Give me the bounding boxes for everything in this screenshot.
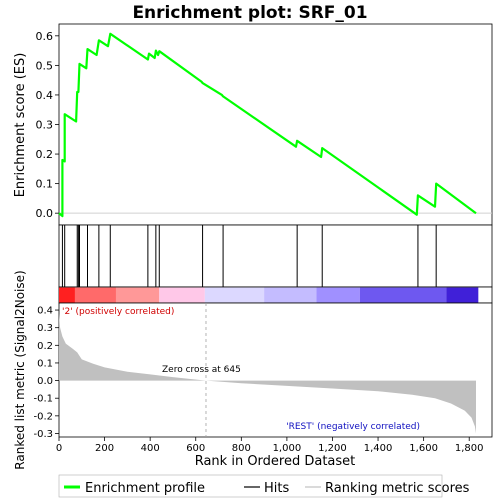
ranking-metric-area [59, 313, 476, 434]
negative-correlation-label: 'REST' (negatively correlated) [286, 422, 420, 432]
metric-y-tick-label: -0.3 [33, 429, 53, 440]
gradient-segment [446, 287, 479, 303]
metric-y-tick-label: 0.3 [37, 323, 53, 334]
chart-title: Enrichment plot: SRF_01 [132, 3, 367, 23]
x-tick-label: 1,400 [364, 443, 393, 454]
x-tick-label: 1,000 [273, 443, 302, 454]
x-tick-label: 600 [186, 443, 205, 454]
gradient-segment [316, 287, 360, 303]
es-y-tick-label: 0.1 [36, 178, 54, 191]
legend-hits-label: Hits [264, 481, 289, 496]
es-y-tick-label: 0.0 [36, 207, 54, 220]
es-y-tick-label: 0.5 [36, 59, 54, 72]
x-tick-label: 1,200 [318, 443, 347, 454]
x-tick-label: 0 [56, 443, 62, 454]
metric-y-tick-label: -0.2 [33, 411, 53, 422]
x-axis: 0 200 400 600 800 1,000 1,200 1,400 1,600 1,800 [56, 437, 484, 454]
legend-enrichment-label: Enrichment profile [85, 481, 205, 496]
hits-frame [58, 224, 493, 288]
es-y-axis-label: Enrichment score (ES) [13, 53, 28, 198]
metric-y-axis-label: Ranked list metric (Signal2Noise) [13, 270, 27, 469]
gradient-segment [159, 287, 205, 303]
gradient-segment [59, 287, 75, 303]
x-tick-label: 1,600 [409, 443, 438, 454]
es-y-axis: 0.0 0.1 0.2 0.3 0.4 0.5 0.6 [36, 30, 59, 220]
gradient-segment [204, 287, 265, 303]
metric-y-tick-label: -0.1 [33, 394, 53, 405]
metric-y-tick-label: 0.1 [37, 358, 53, 369]
legend-box [58, 474, 443, 498]
enrichment-profile-line [58, 32, 477, 218]
es-y-tick-label: 0.6 [36, 30, 54, 43]
gradient-segment [74, 287, 116, 303]
gradient-segment [115, 287, 160, 303]
legend: Enrichment profile Hits Ranking metric s… [58, 474, 470, 498]
es-y-tick-label: 0.3 [36, 119, 54, 132]
es-y-tick-label: 0.4 [36, 89, 54, 102]
hits-panel [58, 224, 493, 288]
ranking-gradient-bar [58, 286, 493, 304]
metric-y-tick-label: 0.0 [37, 376, 53, 387]
x-tick-label: 400 [141, 443, 160, 454]
es-y-tick-label: 0.2 [36, 148, 54, 161]
metric-panel: -0.3 -0.2 -0.1 0.0 0.1 0.2 0.3 0.4 '2' (positiv… [13, 270, 493, 470]
es-plot-frame [58, 23, 493, 226]
legend-metric-label: Ranking metric scores [325, 481, 470, 496]
x-tick-label: 800 [232, 443, 251, 454]
metric-y-tick-label: 0.2 [37, 341, 53, 352]
gradient-segments [59, 287, 479, 303]
hit-lines [61, 225, 437, 287]
es-panel: 0.0 0.1 0.2 0.3 0.4 0.5 0.6 Enrichment score (… [13, 23, 493, 226]
metric-y-tick-label: 0.4 [37, 306, 53, 317]
zero-cross-label: Zero cross at 645 [162, 365, 241, 375]
x-axis-label: Rank in Ordered Dataset [195, 454, 356, 469]
gradient-segment [359, 287, 447, 303]
gradient-segment [264, 287, 317, 303]
metric-plot-frame [58, 302, 493, 438]
positive-correlation-label: '2' (positively correlated) [62, 307, 174, 317]
x-tick-label: 200 [95, 443, 114, 454]
metric-y-axis: -0.3 -0.2 -0.1 0.0 0.1 0.2 0.3 0.4 [33, 306, 59, 440]
x-tick-label: 1,800 [455, 443, 484, 454]
